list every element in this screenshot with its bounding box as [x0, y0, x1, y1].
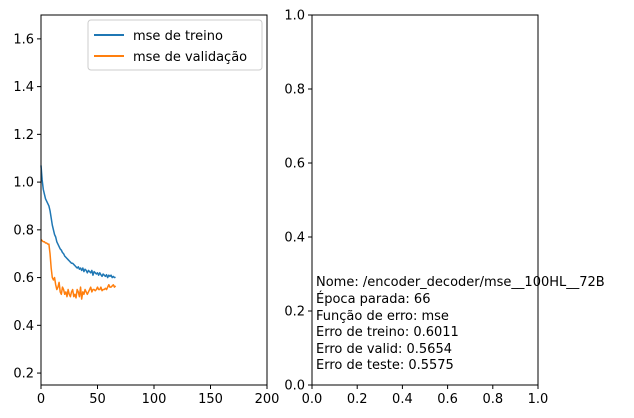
x-tick-label-left: 100: [142, 392, 167, 407]
legend-label-train: mse de treino: [133, 29, 223, 44]
summary-text: Nome: /encoder_decoder/mse__100HL__72B É…: [316, 275, 605, 373]
summary-line-epoch: Época parada: 66: [316, 291, 430, 307]
training-mse-line: [40, 165, 116, 279]
x-tick-label-right: 0.6: [437, 392, 458, 407]
y-tick-label-right: 0.2: [284, 305, 305, 320]
summary-line-name: Nome: /encoder_decoder/mse__100HL__72B: [316, 275, 605, 290]
y-ticks-left: 0.2 0.4 0.6 0.8 1.0 1.2 1.4 1.6: [13, 32, 41, 382]
legend-label-valid: mse de validação: [133, 50, 247, 65]
y-tick-label-left: 0.4: [13, 319, 34, 334]
y-tick-label-right: 0.0: [284, 379, 305, 394]
x-tick-label-right: 0.0: [302, 392, 323, 407]
y-tick-label-left: 1.4: [13, 80, 34, 95]
x-ticks-right: 0.0 0.2 0.4 0.6 0.8 1.0: [302, 385, 549, 407]
validation-mse-line: [40, 238, 117, 300]
summary-line-loss-fn: Função de erro: mse: [316, 309, 449, 324]
x-tick-label-left: 0: [37, 392, 45, 407]
x-tick-label-left: 50: [89, 392, 106, 407]
y-tick-label-left: 1.6: [13, 32, 34, 47]
training-loss-axes: 0 50 100 150 200 0.2 0.4 0.6 0.8 1.0 1.2 1.4 1.6 ms…: [13, 14, 280, 407]
summary-line-train-error: Erro de treino: 0.6011: [316, 325, 459, 340]
summary-line-test-error: Erro de teste: 0.5575: [316, 358, 454, 373]
legend: mse de treino mse de validação: [87, 19, 263, 71]
x-tick-label-right: 0.8: [482, 392, 503, 407]
y-tick-label-right: 1.0: [284, 9, 305, 24]
x-tick-label-right: 0.4: [392, 392, 413, 407]
loss-lines: [40, 165, 117, 300]
y-tick-label-left: 1.2: [13, 128, 34, 143]
axes-frame-right: [311, 14, 539, 386]
x-tick-label-right: 1.0: [528, 392, 549, 407]
y-tick-label-left: 1.0: [13, 176, 34, 191]
summary-line-valid-error: Erro de valid: 0.5654: [316, 342, 452, 357]
y-tick-label-left: 0.2: [13, 367, 34, 382]
info-axes: 0.0 0.2 0.4 0.6 0.8 1.0 0.0 0.2 0.4 0.6 0.8 1.0 No…: [284, 9, 604, 408]
x-tick-label-left: 150: [198, 392, 223, 407]
x-ticks-left: 0 50 100 150 200: [37, 385, 280, 407]
y-tick-label-right: 0.4: [284, 231, 305, 246]
y-tick-label-left: 0.8: [13, 223, 34, 238]
legend-box: [87, 19, 263, 71]
x-tick-label-left: 200: [255, 392, 280, 407]
y-ticks-right: 0.0 0.2 0.4 0.6 0.8 1.0: [284, 9, 312, 394]
y-tick-label-right: 0.8: [284, 83, 305, 98]
y-tick-label-right: 0.6: [284, 157, 305, 172]
x-tick-label-right: 0.2: [347, 392, 368, 407]
y-tick-label-left: 0.6: [13, 271, 34, 286]
